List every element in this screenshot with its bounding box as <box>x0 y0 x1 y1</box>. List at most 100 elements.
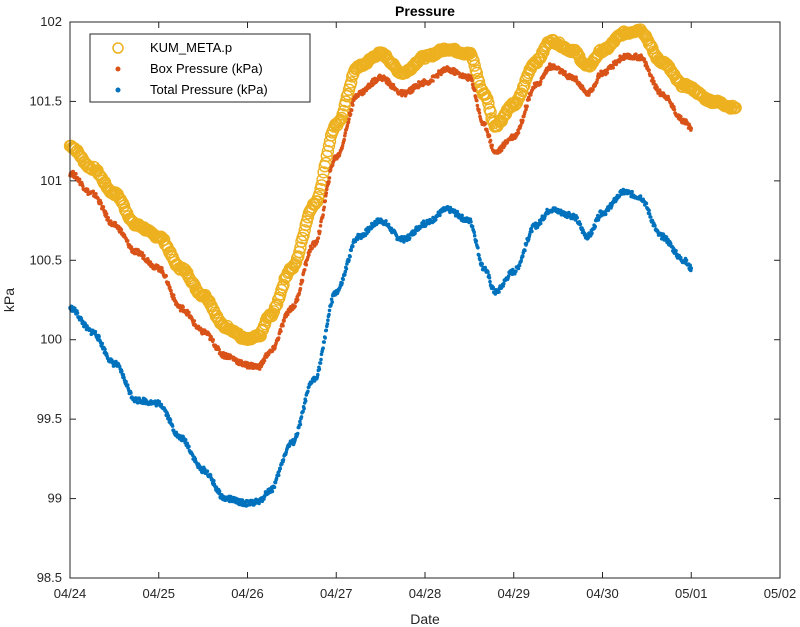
data-point <box>106 216 110 220</box>
data-point <box>327 308 332 313</box>
data-point <box>318 361 323 365</box>
data-point <box>689 126 694 131</box>
data-point <box>478 258 482 262</box>
x-tick-label: 04/25 <box>142 586 175 601</box>
data-point <box>298 224 311 237</box>
legend-marker-total-pressure <box>115 87 121 93</box>
data-point <box>436 75 440 79</box>
data-point <box>340 281 344 285</box>
x-tick-label: 05/01 <box>675 586 708 601</box>
data-point <box>205 469 210 474</box>
data-point <box>480 91 493 104</box>
data-point <box>475 103 480 108</box>
data-point <box>538 221 543 226</box>
data-point <box>529 226 534 231</box>
data-point <box>281 458 286 462</box>
data-point <box>322 340 327 344</box>
data-point <box>299 415 304 419</box>
data-point <box>286 312 290 317</box>
data-point <box>71 169 75 174</box>
data-point <box>472 230 477 235</box>
data-point <box>322 205 327 210</box>
data-point <box>517 80 530 93</box>
x-tick-label: 04/30 <box>586 586 619 601</box>
data-point <box>506 274 511 278</box>
y-tick-label: 99.5 <box>37 411 62 426</box>
data-point <box>77 177 82 182</box>
data-point <box>472 75 486 89</box>
data-point <box>647 68 651 72</box>
data-point <box>611 66 615 70</box>
data-point <box>470 82 475 87</box>
data-point <box>348 112 353 116</box>
data-point <box>75 311 80 315</box>
data-point <box>319 352 324 357</box>
data-point <box>208 473 213 477</box>
data-point <box>491 285 496 290</box>
data-point <box>246 361 250 366</box>
data-point <box>81 184 85 188</box>
data-point <box>327 176 332 180</box>
data-point <box>538 79 543 84</box>
data-point <box>170 424 175 428</box>
data-point <box>262 358 267 363</box>
data-point <box>575 215 579 220</box>
data-point <box>334 113 347 127</box>
data-point <box>470 66 483 80</box>
data-point <box>73 306 77 311</box>
data-point <box>113 221 118 225</box>
data-point <box>347 258 351 262</box>
data-point <box>469 220 473 224</box>
data-point <box>82 160 96 174</box>
data-point <box>278 272 291 285</box>
axes-background <box>70 22 780 578</box>
data-point <box>482 97 495 110</box>
data-point <box>655 85 659 90</box>
data-point <box>183 438 188 442</box>
data-point <box>298 419 302 424</box>
data-point <box>688 263 692 268</box>
data-point <box>257 501 261 506</box>
data-point <box>187 310 191 315</box>
x-tick-label: 04/24 <box>54 586 87 601</box>
data-point <box>319 156 332 170</box>
data-point <box>168 285 172 290</box>
series-layer <box>63 23 742 508</box>
data-point <box>524 241 529 246</box>
series-0 <box>63 23 742 346</box>
data-point <box>517 263 522 268</box>
data-point <box>92 167 105 181</box>
data-point <box>303 399 308 403</box>
data-point <box>257 367 262 371</box>
data-point <box>467 54 480 68</box>
data-point <box>96 196 100 201</box>
data-point <box>502 281 506 286</box>
data-point <box>413 231 417 235</box>
data-point <box>516 266 521 271</box>
data-point <box>279 329 283 334</box>
data-point <box>166 414 171 418</box>
data-point <box>638 194 643 198</box>
data-point <box>325 322 330 326</box>
data-point <box>653 223 657 228</box>
data-point <box>185 441 190 446</box>
data-point <box>324 328 329 333</box>
data-point <box>319 357 323 362</box>
data-point <box>347 117 351 121</box>
data-point <box>323 199 328 203</box>
data-point <box>159 402 164 407</box>
data-point <box>521 254 525 259</box>
data-point <box>433 217 438 222</box>
data-point <box>266 352 271 357</box>
data-point <box>485 130 490 134</box>
y-tick-label: 99 <box>48 491 62 506</box>
data-point <box>527 97 531 102</box>
data-point <box>169 288 173 293</box>
data-point <box>672 107 677 112</box>
data-point <box>474 239 479 243</box>
data-point <box>343 273 347 277</box>
data-point <box>574 75 578 79</box>
data-point <box>129 391 133 395</box>
data-point <box>124 379 128 384</box>
data-point <box>99 201 103 205</box>
